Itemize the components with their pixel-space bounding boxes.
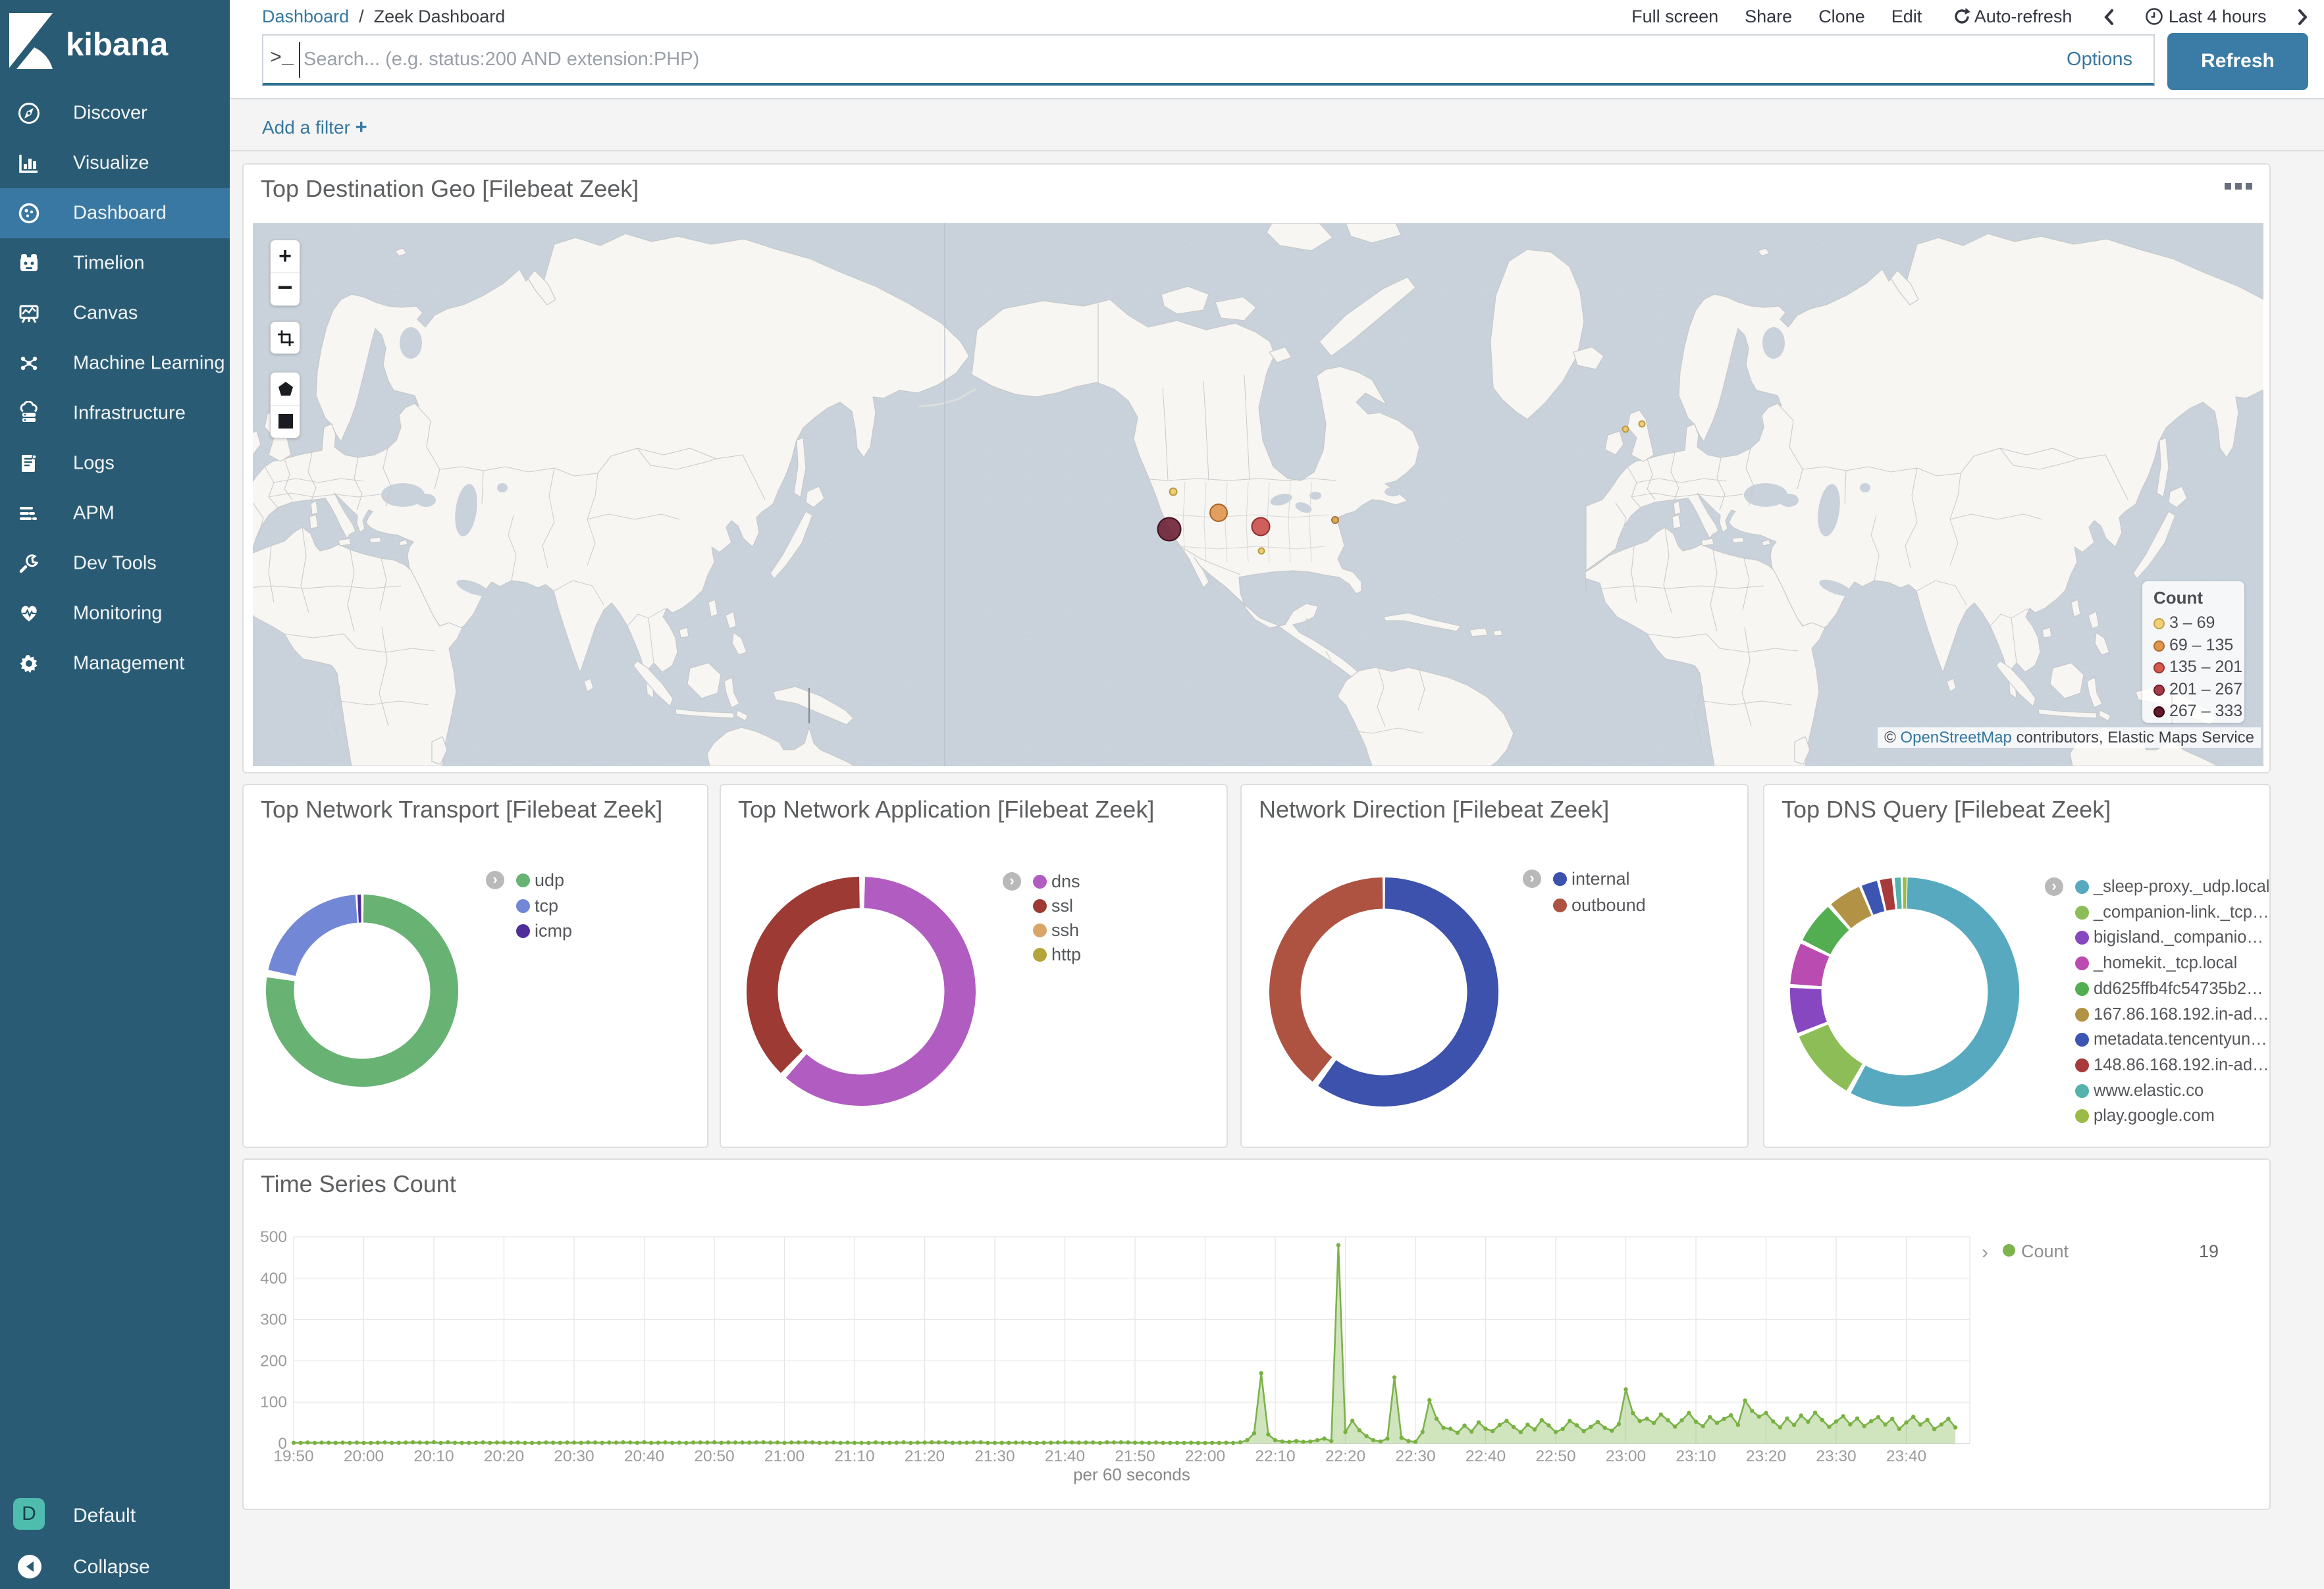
svg-text:21:00: 21:00 <box>764 1447 805 1465</box>
svg-text:22:20: 22:20 <box>1325 1447 1365 1465</box>
svg-text:23:00: 23:00 <box>1606 1447 1646 1465</box>
svg-text:500: 500 <box>260 1228 287 1246</box>
svg-text:200: 200 <box>260 1352 287 1370</box>
svg-text:23:40: 23:40 <box>1886 1447 1926 1465</box>
svg-text:300: 300 <box>260 1311 287 1329</box>
svg-text:21:10: 21:10 <box>834 1447 874 1465</box>
svg-text:22:40: 22:40 <box>1466 1447 1506 1465</box>
svg-text:per 60 seconds: per 60 seconds <box>1073 1465 1190 1484</box>
svg-text:20:20: 20:20 <box>484 1447 524 1465</box>
svg-text:21:40: 21:40 <box>1045 1447 1085 1465</box>
svg-text:23:20: 23:20 <box>1746 1447 1786 1465</box>
svg-text:19:50: 19:50 <box>273 1447 313 1465</box>
svg-text:23:30: 23:30 <box>1816 1447 1856 1465</box>
svg-text:21:50: 21:50 <box>1115 1447 1155 1465</box>
svg-text:20:10: 20:10 <box>413 1447 454 1465</box>
svg-text:21:30: 21:30 <box>974 1447 1015 1465</box>
svg-text:20:40: 20:40 <box>624 1447 664 1465</box>
svg-text:22:10: 22:10 <box>1255 1447 1295 1465</box>
svg-text:22:00: 22:00 <box>1185 1447 1225 1465</box>
svg-text:100: 100 <box>260 1394 287 1411</box>
svg-text:20:30: 20:30 <box>554 1447 594 1465</box>
svg-text:20:00: 20:00 <box>344 1447 384 1465</box>
svg-text:21:20: 21:20 <box>905 1447 945 1465</box>
svg-text:22:50: 22:50 <box>1535 1447 1575 1465</box>
svg-text:20:50: 20:50 <box>694 1447 734 1465</box>
svg-text:22:30: 22:30 <box>1395 1447 1435 1465</box>
svg-text:23:10: 23:10 <box>1676 1447 1716 1465</box>
svg-text:0: 0 <box>278 1435 287 1453</box>
svg-text:400: 400 <box>260 1270 287 1288</box>
